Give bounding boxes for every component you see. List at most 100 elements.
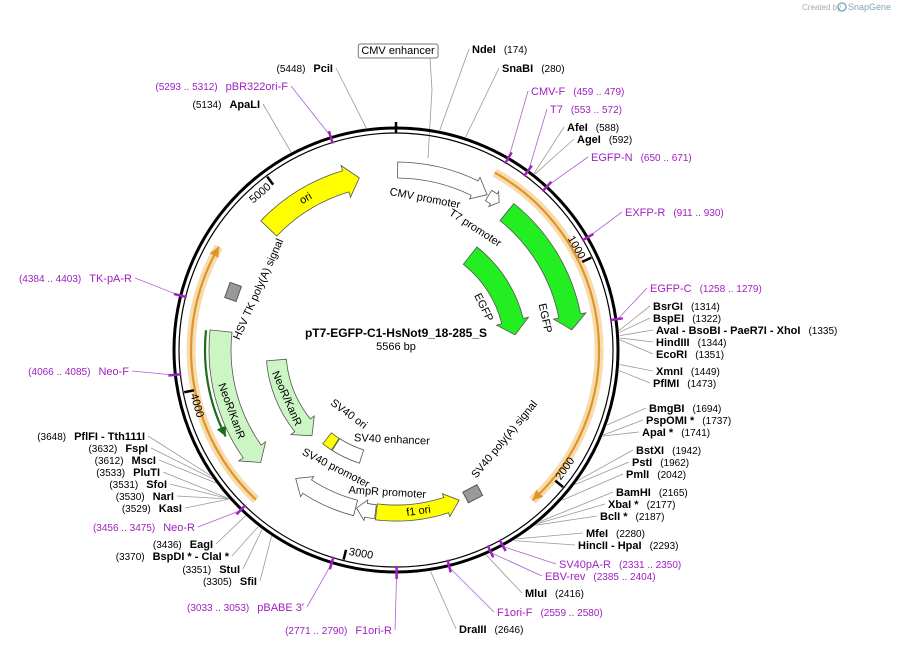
- feature-label: T7 promoter: [447, 207, 504, 250]
- name: PflMI: [653, 378, 679, 390]
- position: (3530): [116, 492, 145, 503]
- feature-label: CMV enhancer: [361, 45, 435, 57]
- connector: [619, 317, 651, 333]
- connector: [539, 491, 614, 523]
- position: (1962): [660, 458, 689, 469]
- name: EcoRI: [656, 349, 687, 361]
- connector: [335, 67, 367, 129]
- orf-head: [216, 425, 226, 437]
- credit: Created by: [802, 3, 841, 12]
- site-label: (3370) BspDI * - ClaI *: [116, 551, 230, 563]
- primer-mark: [609, 317, 623, 322]
- name: PciI: [313, 63, 333, 75]
- feature-label: SV40 enhancer: [354, 432, 431, 447]
- primer-mark: [523, 164, 533, 177]
- orf-head: [532, 489, 544, 501]
- site-label: BstXI (1942): [636, 445, 701, 457]
- name: TK-pA-R: [89, 273, 132, 285]
- site-label: BamHI (2165): [616, 487, 688, 499]
- feature-label: CMV promoter: [389, 186, 462, 211]
- ring-tick-label: 2000: [553, 455, 577, 482]
- connector: [535, 515, 598, 526]
- primer-mark: [504, 151, 513, 165]
- ring-tick: [581, 256, 592, 264]
- feature-arrow: [355, 498, 377, 522]
- connector: [306, 564, 332, 608]
- feature-box: [224, 281, 243, 303]
- connector: [619, 337, 654, 343]
- feature-arrow: [322, 432, 340, 451]
- site-label: (3529) KasI: [122, 503, 182, 515]
- name: DraIII: [459, 624, 487, 636]
- primer-label: SV40pA-R (2331 .. 2350): [559, 559, 681, 571]
- site-label: (3530) NarI: [116, 491, 174, 503]
- site-label: PspOMI * (1737): [646, 415, 731, 427]
- feature-arrow: [484, 189, 500, 208]
- site-label: (3533) PluTI: [96, 467, 160, 479]
- name: StuI: [219, 564, 240, 576]
- position: (1449): [691, 367, 720, 378]
- name: MfeI: [586, 528, 608, 540]
- position: (3305): [203, 577, 232, 588]
- connector: [134, 277, 179, 296]
- connector: [290, 85, 331, 137]
- name: pBR322ori-F: [226, 81, 289, 93]
- site-label: BclI * (2187): [600, 511, 664, 523]
- site-label: PstI (1962): [632, 457, 689, 469]
- connector: [158, 459, 216, 484]
- position: (592): [609, 135, 632, 146]
- primer-mark: [446, 559, 452, 573]
- name: BmgBI: [649, 403, 684, 415]
- primer-label: (4384 .. 4403) TK-pA-R: [19, 273, 132, 285]
- site-label: (3305) SfiI: [203, 576, 257, 588]
- name: pBABE 3': [257, 602, 304, 614]
- position: (4066 .. 4085): [28, 367, 90, 378]
- name: BsrGI: [653, 301, 683, 313]
- feature-box: [462, 484, 484, 504]
- connector: [449, 567, 495, 613]
- connector: [574, 461, 630, 485]
- ring-tick-label: 3000: [348, 546, 374, 562]
- site-label: AgeI (592): [577, 134, 632, 146]
- position: (3648): [37, 432, 66, 443]
- name: KasI: [159, 503, 182, 515]
- ring-tick: [554, 479, 564, 488]
- orf-line: [189, 246, 257, 501]
- site-label: BmgBI (1694): [649, 403, 721, 415]
- site-label: BspEI (1322): [653, 313, 721, 325]
- position: (3612): [95, 456, 124, 467]
- site-label: (5448) PciI: [277, 63, 333, 75]
- feature-label: SV40 poly(A) signal: [469, 399, 540, 481]
- position: (1314): [691, 302, 720, 313]
- name: F1ori-R: [355, 625, 392, 637]
- name: CMV-F: [531, 86, 566, 98]
- position: (1741): [681, 428, 710, 439]
- name: XbaI *: [608, 499, 639, 511]
- name: HincII - HpaI: [578, 540, 642, 552]
- name: EXFP-R: [625, 207, 665, 219]
- position: (4384 .. 4403): [19, 274, 81, 285]
- position: (3456 .. 3475): [93, 523, 155, 534]
- position: (3533): [96, 468, 125, 479]
- name: ApaI *: [642, 427, 674, 439]
- connector: [215, 515, 246, 545]
- name: FspI: [125, 443, 148, 455]
- name: PstI: [632, 457, 652, 469]
- primer-label: (3033 .. 3053) pBABE 3': [187, 602, 304, 614]
- position: (2165): [659, 488, 688, 499]
- primer-label: EXFP-R (911 .. 930): [625, 207, 724, 219]
- name: BspEI: [653, 313, 684, 325]
- position: (2646): [495, 625, 524, 636]
- site-label: AvaI - BsoBI - PaeR7I - XhoI (1335): [656, 325, 837, 337]
- site-label: SnaBI (280): [502, 63, 565, 75]
- position: (911 .. 930): [673, 208, 723, 219]
- feature-label: ori: [298, 190, 315, 207]
- connector: [606, 407, 647, 426]
- ring-tick: [266, 175, 275, 186]
- feature-arrow: [260, 164, 360, 237]
- name: BstXI: [636, 445, 664, 457]
- name: SnaBI: [502, 63, 533, 75]
- brand-logo: [837, 2, 847, 12]
- connector: [619, 364, 654, 372]
